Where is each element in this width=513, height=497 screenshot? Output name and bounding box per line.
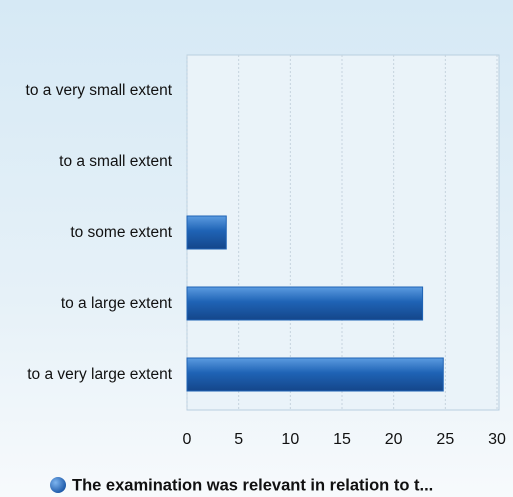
x-tick-label: 15 xyxy=(333,431,351,448)
x-tick-label: 20 xyxy=(385,431,403,448)
legend-swatch xyxy=(50,477,66,493)
y-tick-label: to a large extent xyxy=(60,294,172,312)
x-tick-label: 10 xyxy=(281,431,299,448)
bar xyxy=(186,215,227,250)
x-tick-label: 0 xyxy=(183,431,192,448)
y-tick-label: to a very small extent xyxy=(25,81,172,99)
x-tick-label: 25 xyxy=(436,431,454,448)
y-tick-label: to a very large extent xyxy=(27,365,172,383)
legend-label: The examination was relevant in relation… xyxy=(72,476,433,494)
bar xyxy=(186,286,424,321)
x-tick-label: 30 xyxy=(488,431,506,448)
plot-area xyxy=(186,54,500,411)
y-tick-label: to a small extent xyxy=(59,152,172,170)
bar xyxy=(186,357,444,392)
x-tick-label: 5 xyxy=(234,431,243,448)
y-tick-label: to some extent xyxy=(70,223,172,241)
